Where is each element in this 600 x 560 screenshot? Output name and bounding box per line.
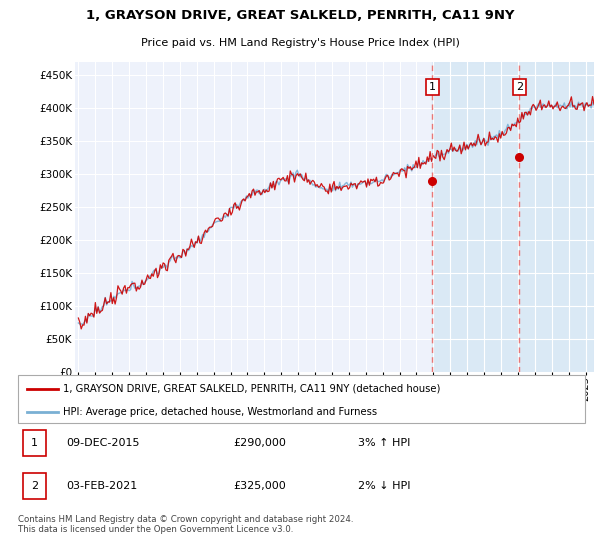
Text: 09-DEC-2015: 09-DEC-2015 [66, 438, 140, 448]
Text: 1, GRAYSON DRIVE, GREAT SALKELD, PENRITH, CA11 9NY (detached house): 1, GRAYSON DRIVE, GREAT SALKELD, PENRITH… [64, 384, 441, 394]
Text: 3% ↑ HPI: 3% ↑ HPI [358, 438, 410, 448]
Text: 2% ↓ HPI: 2% ↓ HPI [358, 481, 410, 491]
Text: 1: 1 [31, 438, 38, 448]
FancyBboxPatch shape [23, 430, 46, 456]
Text: 03-FEB-2021: 03-FEB-2021 [66, 481, 137, 491]
Text: £325,000: £325,000 [233, 481, 286, 491]
Text: Price paid vs. HM Land Registry's House Price Index (HPI): Price paid vs. HM Land Registry's House … [140, 38, 460, 48]
Text: 2: 2 [516, 82, 523, 92]
Text: 1: 1 [429, 82, 436, 92]
FancyBboxPatch shape [18, 375, 585, 423]
Text: Contains HM Land Registry data © Crown copyright and database right 2024.
This d: Contains HM Land Registry data © Crown c… [18, 515, 353, 534]
Text: £290,000: £290,000 [233, 438, 286, 448]
Text: 1, GRAYSON DRIVE, GREAT SALKELD, PENRITH, CA11 9NY: 1, GRAYSON DRIVE, GREAT SALKELD, PENRITH… [86, 9, 514, 22]
Text: HPI: Average price, detached house, Westmorland and Furness: HPI: Average price, detached house, West… [64, 407, 377, 417]
Bar [433, 62, 594, 372]
FancyBboxPatch shape [23, 473, 46, 499]
Text: 2: 2 [31, 481, 38, 491]
